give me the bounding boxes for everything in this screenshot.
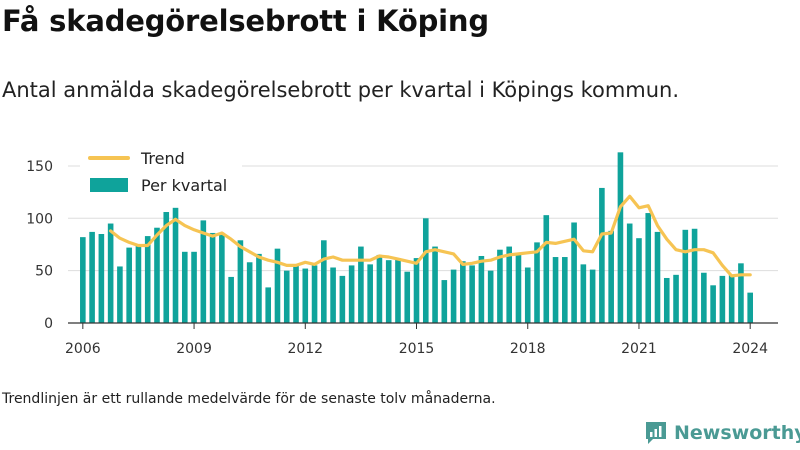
bar	[478, 255, 485, 323]
y-tick-label: 50	[35, 264, 53, 280]
bar	[283, 270, 290, 323]
bar	[385, 260, 392, 323]
chart-subtitle: Antal anmälda skadegörelsebrott per kvar…	[2, 78, 680, 102]
x-tick-label: 2012	[287, 341, 323, 357]
bar	[219, 232, 225, 323]
bar	[432, 246, 438, 323]
bar	[469, 265, 475, 323]
bar	[719, 275, 726, 323]
bar	[172, 207, 179, 323]
bar	[200, 220, 207, 323]
bar	[404, 271, 411, 323]
bar	[543, 215, 550, 323]
bar	[534, 242, 540, 323]
bar	[107, 223, 114, 323]
bar	[413, 258, 420, 323]
bar	[691, 228, 698, 323]
bar	[654, 231, 661, 323]
bar	[126, 247, 132, 323]
x-tick-label: 2015	[399, 341, 435, 357]
legend: Trend Per kvartal	[80, 143, 242, 199]
bar	[747, 292, 753, 323]
bar	[497, 249, 503, 323]
bar	[144, 236, 151, 323]
bar	[571, 222, 577, 323]
bar	[256, 253, 262, 323]
bar	[562, 257, 568, 323]
bar	[302, 268, 309, 323]
y-tick-label: 150	[26, 159, 53, 175]
bar	[376, 254, 383, 323]
bar	[348, 265, 355, 323]
bar	[321, 240, 327, 323]
bar	[663, 277, 670, 323]
bar	[710, 285, 716, 323]
bar	[450, 269, 457, 323]
bar	[181, 251, 188, 323]
x-tick-label: 2006	[65, 341, 101, 357]
bar	[515, 254, 522, 323]
bar	[589, 269, 596, 323]
legend-bar-swatch	[90, 178, 128, 192]
bar	[673, 274, 679, 323]
bar	[98, 234, 105, 323]
brand-name: Newsworthy	[674, 422, 800, 444]
bar	[636, 238, 642, 323]
bar	[228, 276, 234, 323]
bar	[339, 275, 346, 323]
x-tick-label: 2018	[510, 341, 546, 357]
bar	[552, 257, 559, 323]
bar	[441, 280, 448, 323]
bar	[191, 251, 197, 323]
x-tick-label: 2024	[732, 341, 768, 357]
bar	[274, 248, 281, 323]
bar	[524, 267, 531, 323]
y-tick-label: 0	[44, 316, 53, 332]
bar	[311, 265, 318, 323]
bar	[89, 231, 95, 323]
bar	[367, 264, 373, 323]
footnote: Trendlinjen är ett rullande medelvärde f…	[2, 391, 496, 407]
bar	[293, 264, 299, 323]
bar	[358, 246, 364, 323]
y-tick-label: 100	[26, 211, 53, 227]
bar	[330, 267, 336, 323]
bar	[154, 227, 160, 323]
bars	[80, 152, 753, 323]
bar	[209, 232, 216, 323]
bar	[608, 230, 614, 323]
bar	[645, 213, 652, 323]
bar	[117, 266, 123, 323]
x-tick-label: 2021	[621, 341, 657, 357]
bar	[422, 218, 429, 323]
bar	[506, 246, 513, 323]
bar	[580, 264, 587, 323]
bar	[599, 187, 605, 323]
bar	[80, 237, 86, 323]
bar	[738, 263, 744, 323]
bar	[701, 272, 707, 323]
brand-logo: Newsworthy	[644, 420, 800, 446]
bar	[246, 262, 253, 323]
chart-title: Få skadegörelsebrott i Köping	[2, 4, 489, 38]
bar	[237, 240, 244, 323]
axes: 0 50 100 150 2006 2009 2012 2015 2018 2021 2024	[26, 159, 778, 357]
bar	[487, 270, 494, 323]
legend-trend-label: Trend	[140, 149, 185, 168]
bar	[617, 152, 624, 323]
bar	[460, 261, 466, 323]
bar	[728, 274, 735, 323]
bar	[682, 229, 689, 323]
trend-line-layer	[109, 194, 752, 278]
bar	[626, 223, 633, 323]
legend-bar-label: Per kvartal	[141, 176, 227, 195]
x-tick-label: 2009	[176, 341, 212, 357]
trend-line	[109, 194, 752, 278]
bar	[135, 244, 142, 323]
bar	[265, 287, 272, 323]
bar	[395, 258, 401, 323]
newsworthy-logo-icon	[646, 422, 666, 444]
bar	[163, 212, 170, 323]
